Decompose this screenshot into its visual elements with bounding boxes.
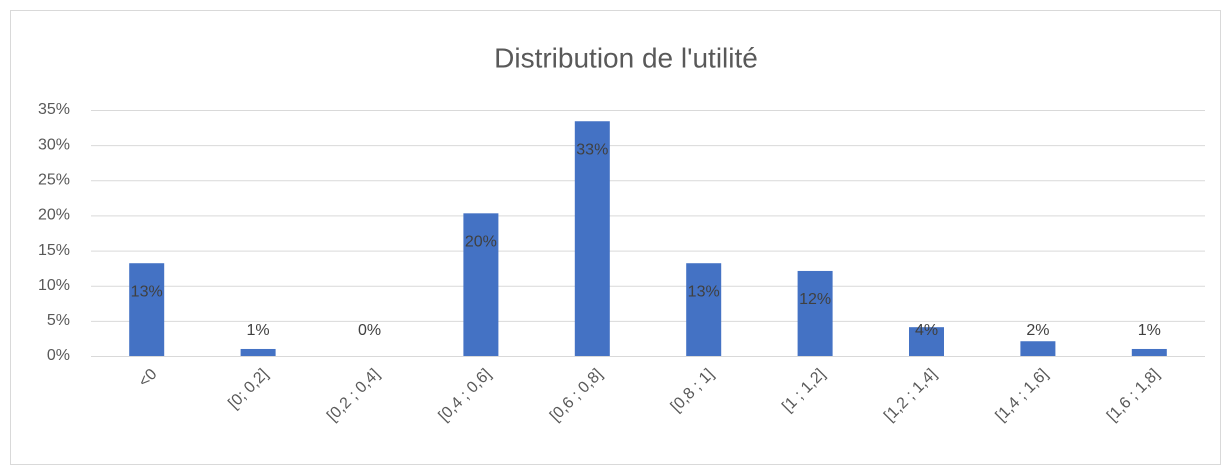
y-tick-label: 20% (38, 207, 70, 224)
y-tick-label: 10% (38, 277, 70, 294)
chart-title: Distribution de l'utilité (494, 42, 758, 73)
bar (1131, 348, 1167, 356)
bar (574, 121, 610, 356)
bar (909, 327, 944, 356)
data-label: 4% (915, 322, 938, 339)
bar (686, 263, 722, 356)
data-label: 2% (1026, 322, 1049, 339)
bar (463, 213, 499, 356)
bar (129, 263, 165, 356)
data-label: 0% (358, 322, 381, 339)
chart-frame (10, 10, 1221, 465)
data-label: 20% (465, 234, 497, 251)
y-tick-label: 5% (47, 312, 70, 329)
y-tick-label: 25% (38, 172, 70, 189)
bar (797, 270, 833, 356)
data-label: 1% (247, 322, 270, 339)
bar (1020, 341, 1056, 356)
data-label: 13% (131, 283, 163, 300)
y-tick-label: 15% (38, 242, 70, 259)
data-label: 33% (576, 141, 608, 158)
bar (240, 348, 276, 356)
y-tick-label: 30% (38, 136, 70, 153)
data-label: 1% (1138, 322, 1161, 339)
data-label: 12% (799, 291, 831, 308)
y-tick-label: 35% (38, 101, 70, 118)
y-tick-label: 0% (47, 347, 70, 364)
data-label: 13% (688, 283, 720, 300)
